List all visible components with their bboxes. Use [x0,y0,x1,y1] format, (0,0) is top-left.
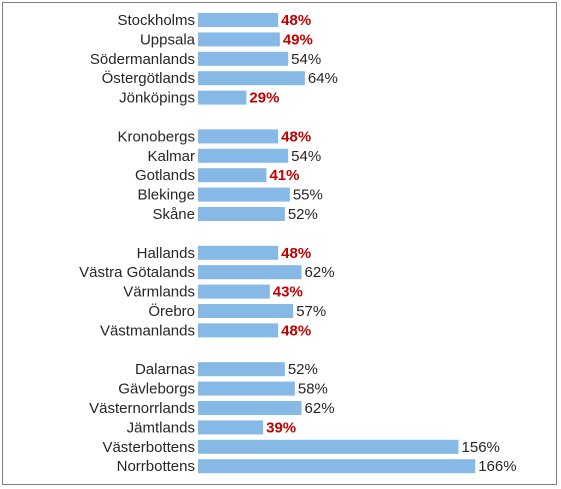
bar [198,168,267,183]
data-label: 54% [291,51,321,68]
data-label: 156% [462,439,500,456]
category-label: Hallands [137,245,195,262]
category-label: Västernorrlands [89,400,195,417]
category-label: Gävleborgs [118,381,195,398]
data-label: 57% [296,303,326,320]
data-label: 29% [249,90,279,107]
bar [198,207,285,221]
category-label: Kronobergs [117,128,195,145]
bar [198,420,264,435]
bar [198,323,279,338]
data-label: 39% [266,419,296,436]
data-label: 62% [305,264,335,281]
bar [198,148,289,163]
bar [198,129,279,144]
bar [198,32,280,47]
bar [198,401,302,415]
bar [198,265,302,280]
bar [198,459,476,474]
data-label: 64% [308,70,338,87]
data-label: 48% [281,245,311,262]
bar [198,13,279,27]
data-label: 49% [283,31,313,48]
category-label: Kalmar [147,148,195,165]
category-label: Örebro [148,302,195,320]
category-label: Gotlands [135,167,195,184]
category-label: Jämtlands [127,419,195,436]
category-label: Skåne [152,206,195,223]
data-label: 48% [281,128,311,145]
data-label: 52% [288,206,318,223]
bar [198,362,285,377]
data-label: 48% [281,12,311,29]
category-label: Västerbottens [102,439,195,456]
data-label: 54% [291,148,321,165]
data-label: 52% [288,361,318,378]
category-label: Värmlands [123,284,195,301]
category-label: Uppsala [140,31,196,48]
bar [198,284,270,299]
data-label: 166% [478,458,516,475]
data-label: 43% [273,284,303,301]
category-label: Blekinge [137,187,195,204]
bar [198,187,290,202]
bar [198,439,459,454]
category-label: Norrbottens [117,458,195,475]
bar [198,381,295,396]
bar [198,71,305,86]
data-label: 41% [269,167,299,184]
data-label: 48% [281,322,311,339]
data-label: 58% [298,381,328,398]
bar [198,304,294,318]
category-label: Västra Götalands [79,264,195,281]
category-label: Jönköpings [119,90,195,107]
category-label: Östergötlands [102,69,195,87]
category-label: Dalarnas [135,361,195,378]
bar [198,90,247,105]
category-label: Stockholms [117,12,195,29]
bar [198,51,289,66]
bar [198,245,279,260]
data-label: 62% [305,400,335,417]
data-label: 55% [293,187,323,204]
category-label: Södermanlands [90,51,195,68]
category-label: Västmanlands [100,322,195,339]
